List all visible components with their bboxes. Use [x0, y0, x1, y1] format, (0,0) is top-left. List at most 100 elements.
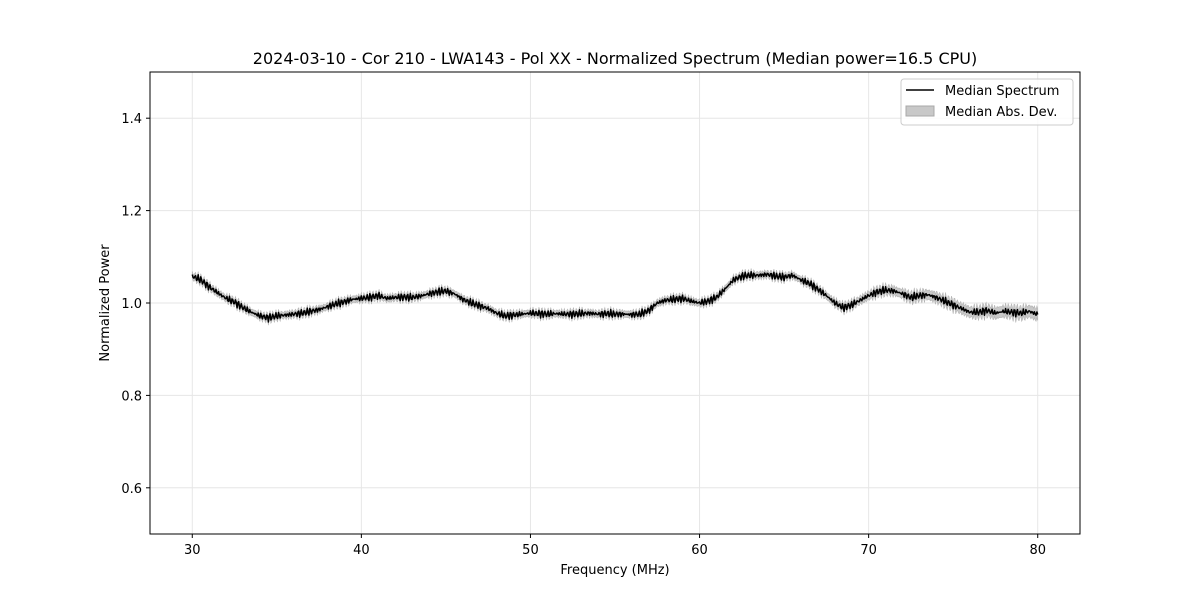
legend: Median Spectrum Median Abs. Dev.: [900, 78, 1074, 126]
median-spectrum-point: [335, 303, 336, 304]
median-spectrum-point: [910, 297, 911, 298]
median-spectrum-point: [530, 313, 531, 314]
median-spectrum-point: [462, 299, 463, 300]
median-spectrum-point: [665, 300, 666, 301]
median-spectrum-point: [378, 295, 379, 296]
median-spectrum-point: [724, 289, 725, 290]
median-spectrum-point: [978, 312, 979, 313]
x-tick-label: 80: [1029, 543, 1046, 558]
median-spectrum-point: [293, 313, 294, 314]
legend-band-swatch: [905, 105, 935, 117]
y-tick-label: 0.8: [121, 389, 142, 404]
median-spectrum-point: [259, 315, 260, 316]
legend-label-median-spectrum: Median Spectrum: [945, 84, 1059, 99]
median-spectrum-point: [589, 313, 590, 314]
median-spectrum-point: [496, 313, 497, 314]
chart-title: 2024-03-10 - Cor 210 - LWA143 - Pol XX -…: [253, 49, 977, 68]
series-median-spectrum-line: [191, 270, 1039, 323]
median-spectrum-point: [885, 289, 886, 290]
median-spectrum-point: [1037, 314, 1038, 315]
median-spectrum-point: [564, 313, 565, 314]
median-spectrum-point: [953, 304, 954, 305]
median-spectrum-point: [581, 313, 582, 314]
median-spectrum-point: [302, 313, 303, 314]
median-spectrum-point: [420, 295, 421, 296]
x-tick-label: 70: [860, 543, 877, 558]
median-spectrum-point: [944, 301, 945, 302]
median-spectrum-point: [310, 311, 311, 312]
median-spectrum-point: [234, 301, 235, 302]
median-spectrum-point: [513, 314, 514, 315]
median-spectrum-point: [707, 301, 708, 302]
median-spectrum-point: [640, 313, 641, 314]
median-spectrum-point: [860, 300, 861, 301]
median-spectrum-point: [572, 313, 573, 314]
median-spectrum-point: [817, 289, 818, 290]
median-spectrum-point: [682, 298, 683, 299]
median-spectrum-point: [843, 307, 844, 308]
y-axis-ticks: 0.6 0.8 1.0 1.2 1.4: [121, 112, 150, 497]
median-spectrum-point: [792, 275, 793, 276]
median-spectrum-point: [919, 295, 920, 296]
median-spectrum-point: [893, 290, 894, 291]
y-axis-label: Normalized Power: [98, 244, 113, 362]
y-tick-label: 1.2: [121, 205, 142, 220]
median-spectrum-point: [623, 313, 624, 314]
median-spectrum-point: [775, 276, 776, 277]
x-axis-label: Frequency (MHz): [560, 563, 669, 578]
median-spectrum-point: [741, 276, 742, 277]
median-spectrum-point: [699, 302, 700, 303]
x-tick-label: 60: [691, 543, 708, 558]
x-tick-label: 30: [184, 543, 201, 558]
median-spectrum-point: [1020, 313, 1021, 314]
median-spectrum-point: [521, 313, 522, 314]
median-spectrum-point: [834, 302, 835, 303]
median-spectrum-point: [225, 298, 226, 299]
median-spectrum-point: [454, 293, 455, 294]
median-spectrum-point: [995, 313, 996, 314]
legend-label-median-abs-dev: Median Abs. Dev.: [945, 105, 1057, 120]
median-spectrum-point: [927, 294, 928, 295]
median-spectrum-point: [209, 286, 210, 287]
median-spectrum-point: [657, 302, 658, 303]
median-spectrum-point: [538, 313, 539, 314]
median-spectrum-point: [428, 293, 429, 294]
median-spectrum-point: [1003, 311, 1004, 312]
median-spectrum-point: [327, 306, 328, 307]
median-spectrum-point: [251, 312, 252, 313]
median-spectrum-point: [868, 295, 869, 296]
legend-box: [900, 78, 1074, 126]
y-tick-label: 1.4: [121, 112, 142, 127]
median-spectrum-point: [1012, 312, 1013, 313]
median-spectrum-point: [555, 313, 556, 314]
median-spectrum-point: [488, 308, 489, 309]
median-spectrum-point: [876, 291, 877, 292]
median-spectrum-point: [767, 274, 768, 275]
median-spectrum-point: [403, 296, 404, 297]
median-spectrum-point: [733, 279, 734, 280]
median-spectrum-point: [606, 313, 607, 314]
median-spectrum-point: [344, 301, 345, 302]
median-spectrum-point: [969, 312, 970, 313]
median-spectrum-point: [936, 297, 937, 298]
median-spectrum-point: [750, 275, 751, 276]
median-spectrum-point: [192, 276, 193, 277]
median-spectrum-point: [217, 292, 218, 293]
median-spectrum-point: [479, 305, 480, 306]
x-axis-ticks: 30 40 50 60 70 80: [184, 534, 1046, 558]
median-spectrum-point: [445, 290, 446, 291]
median-spectrum-point: [851, 304, 852, 305]
median-spectrum-point: [902, 293, 903, 294]
median-spectrum-point: [648, 310, 649, 311]
median-spectrum-point: [614, 313, 615, 314]
median-spectrum-point: [437, 291, 438, 292]
y-tick-label: 1.0: [121, 297, 142, 312]
median-spectrum-point: [268, 317, 269, 318]
median-spectrum-point: [369, 297, 370, 298]
median-spectrum-point: [395, 297, 396, 298]
median-spectrum-point: [674, 299, 675, 300]
median-spectrum-point: [386, 298, 387, 299]
median-spectrum-point: [690, 301, 691, 302]
median-spectrum-point: [361, 298, 362, 299]
